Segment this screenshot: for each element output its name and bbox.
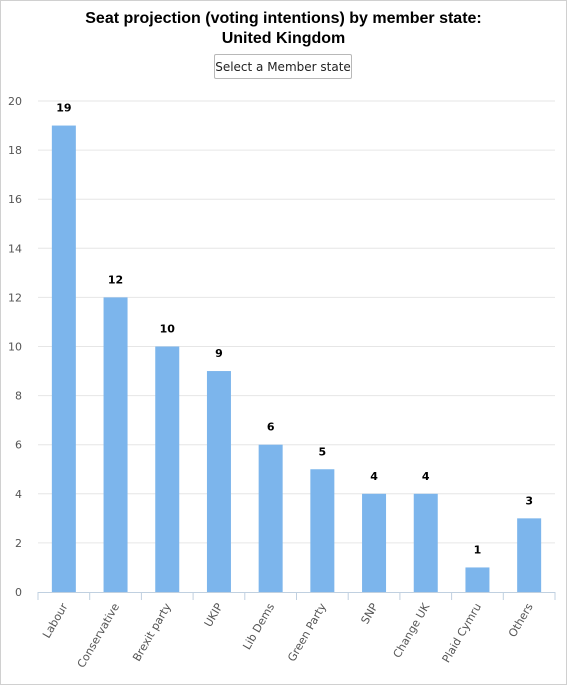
data-label: 3 [525, 494, 533, 507]
y-tick-label: 8 [15, 390, 22, 403]
data-label: 10 [160, 323, 176, 336]
bar [413, 493, 438, 592]
y-tick-label: 16 [8, 193, 22, 206]
x-tick-label: Lib Dems [240, 601, 277, 652]
data-label: 1 [474, 543, 482, 556]
data-label: 4 [370, 470, 378, 483]
bar [103, 297, 128, 592]
chart-title: Seat projection (voting intentions) by m… [1, 9, 566, 49]
data-label: 6 [267, 421, 275, 434]
bar [310, 469, 335, 592]
x-tick-label: UKIP [202, 601, 226, 630]
chart-title-line1: Seat projection (voting intentions) by m… [85, 10, 482, 27]
y-tick-label: 18 [8, 144, 22, 157]
bar [258, 444, 283, 592]
x-tick-label: Change UK [391, 600, 433, 660]
bar [155, 346, 180, 592]
x-tick-label: Brexit party [130, 601, 174, 664]
data-label: 12 [108, 273, 123, 286]
data-label: 9 [215, 347, 223, 360]
x-tick-label: Conservative [75, 601, 123, 670]
y-tick-label: 0 [15, 586, 22, 599]
data-label: 5 [319, 445, 327, 458]
bar [465, 567, 490, 592]
y-tick-label: 4 [15, 488, 22, 501]
y-tick-label: 20 [8, 95, 22, 108]
bar [206, 371, 231, 592]
bar [517, 518, 542, 592]
y-tick-label: 2 [15, 537, 22, 550]
x-tick-label: SNP [358, 601, 380, 627]
y-tick-label: 12 [8, 291, 22, 304]
x-tick-label: Plaid Cymru [440, 601, 484, 665]
x-tick-label: Green Party [285, 601, 329, 664]
data-label: 19 [56, 102, 71, 115]
y-tick-label: 10 [8, 341, 22, 354]
x-tick-label: Labour [40, 601, 71, 641]
bar [362, 493, 387, 592]
data-label: 4 [422, 470, 430, 483]
bar [51, 125, 76, 593]
chart-title-line2: United Kingdom [221, 30, 346, 47]
x-tick-label: Others [506, 601, 536, 640]
y-tick-label: 6 [15, 439, 22, 452]
select-member-state-button[interactable]: Select a Member state [214, 54, 352, 79]
y-tick-label: 14 [8, 242, 22, 255]
